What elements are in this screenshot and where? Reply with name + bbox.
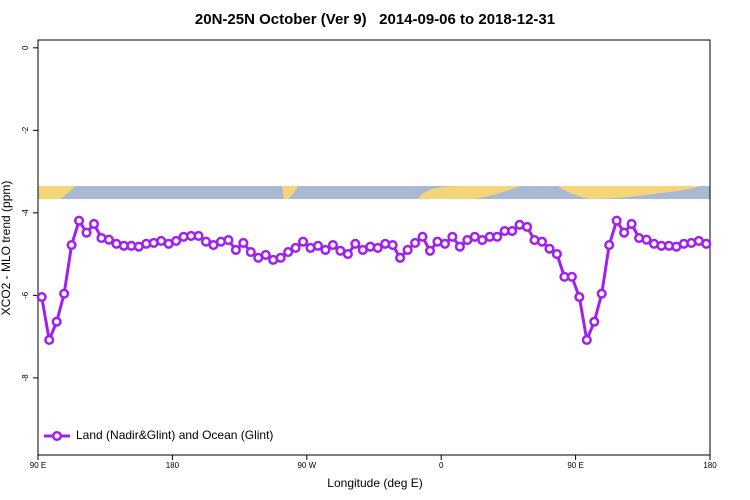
data-point bbox=[439, 238, 450, 249]
data-point bbox=[350, 238, 361, 249]
y-tick-label: -4 bbox=[21, 209, 30, 217]
data-point bbox=[522, 221, 533, 232]
data-point bbox=[238, 237, 249, 249]
x-axis-label: Longitude (deg E) bbox=[327, 476, 422, 490]
x-tick-label: 90 E bbox=[30, 461, 46, 470]
data-point bbox=[103, 234, 114, 245]
data-point bbox=[589, 316, 600, 327]
data-point bbox=[88, 218, 100, 230]
data-point bbox=[230, 244, 241, 256]
data-point bbox=[275, 252, 286, 263]
data-point bbox=[171, 235, 182, 246]
data-point bbox=[312, 240, 324, 251]
data-point bbox=[611, 215, 622, 226]
data-point bbox=[387, 239, 398, 251]
data-point bbox=[320, 244, 331, 256]
chart-title: 20N-25N October (Ver 9) 2014-09-06 to 20… bbox=[195, 11, 555, 28]
y-axis-label: XCO2 - MLO trend (ppm) bbox=[0, 181, 13, 316]
data-point bbox=[551, 249, 562, 260]
data-point bbox=[492, 231, 503, 242]
data-point bbox=[596, 288, 607, 299]
data-point bbox=[223, 235, 234, 246]
data-point bbox=[327, 239, 338, 251]
data-point bbox=[507, 225, 518, 237]
data-point bbox=[701, 238, 712, 249]
data-point bbox=[536, 236, 548, 247]
x-tick-label: 180 bbox=[166, 461, 180, 470]
data-point bbox=[290, 242, 301, 253]
data-point bbox=[66, 239, 77, 251]
data-point bbox=[298, 236, 309, 247]
data-point bbox=[417, 231, 428, 242]
x-tick-label: 0 bbox=[439, 461, 444, 470]
data-point bbox=[574, 291, 585, 303]
data-point bbox=[260, 249, 271, 260]
legend-marker bbox=[51, 430, 63, 442]
data-point bbox=[44, 334, 55, 345]
data-point bbox=[36, 291, 47, 303]
x-tick-label: 90 E bbox=[567, 461, 583, 470]
data-point bbox=[410, 237, 421, 249]
y-tick-label: -2 bbox=[21, 126, 30, 134]
map-strip bbox=[38, 186, 710, 199]
data-point bbox=[619, 227, 630, 238]
data-point bbox=[626, 218, 637, 230]
data-point bbox=[641, 234, 652, 245]
y-tick-label: -8 bbox=[21, 374, 30, 382]
data-point bbox=[193, 230, 204, 241]
x-tick-label: 180 bbox=[703, 461, 717, 470]
data-point bbox=[372, 242, 383, 253]
data-point bbox=[395, 252, 406, 263]
data-point bbox=[544, 243, 555, 254]
x-tick-label: 90 W bbox=[297, 461, 316, 470]
data-point bbox=[447, 231, 458, 242]
data-point bbox=[283, 246, 294, 258]
data-point bbox=[245, 246, 256, 258]
data-point bbox=[566, 271, 577, 282]
series-line bbox=[40, 219, 707, 342]
data-point bbox=[51, 316, 62, 327]
data-point bbox=[424, 245, 436, 256]
plot-frame bbox=[37, 39, 711, 456]
data-point bbox=[81, 227, 92, 238]
data-point bbox=[454, 241, 465, 252]
legend-label: Land (Nadir&Glint) and Ocean (Glint) bbox=[76, 428, 273, 442]
data-point bbox=[581, 334, 592, 345]
data-point bbox=[59, 288, 70, 299]
y-tick-label: -6 bbox=[21, 291, 30, 299]
data-point bbox=[342, 249, 353, 260]
data-point bbox=[74, 215, 85, 226]
y-tick-label: 0 bbox=[21, 45, 30, 50]
data-point bbox=[402, 244, 413, 256]
data-point bbox=[604, 239, 615, 251]
